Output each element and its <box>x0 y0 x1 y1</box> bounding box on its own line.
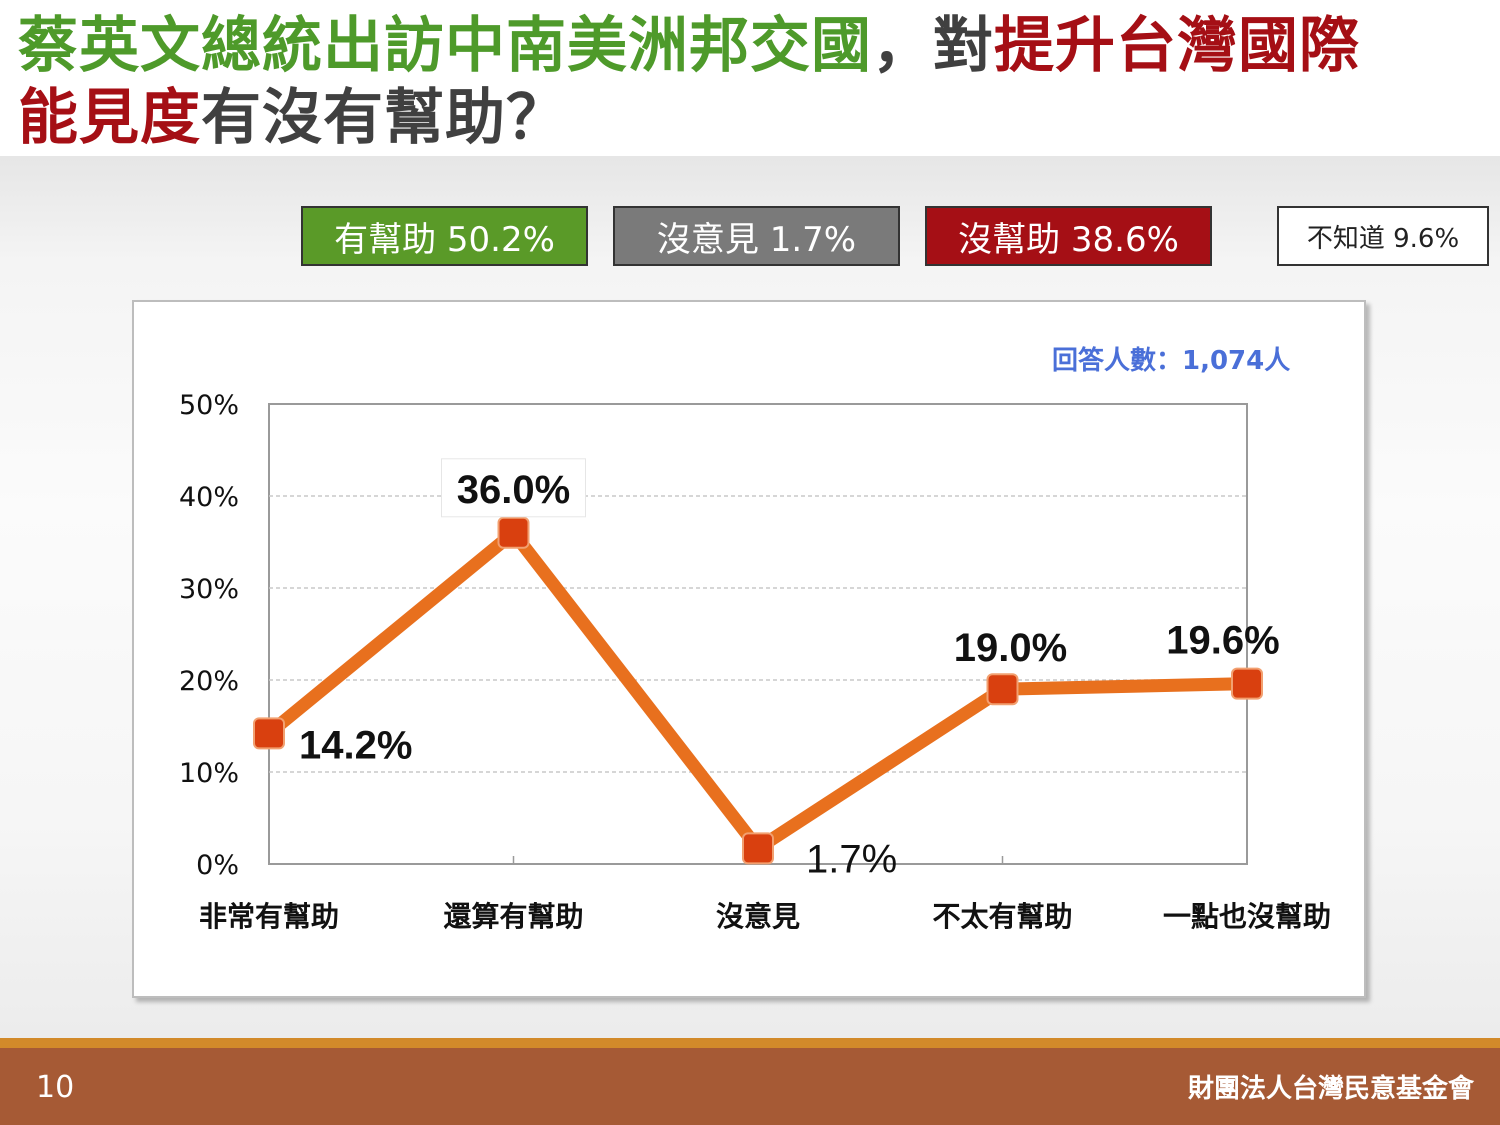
x-category-label: 非常有幫助 <box>199 900 339 933</box>
data-label: 14.2% <box>299 723 412 767</box>
page-number: 10 <box>36 1070 75 1105</box>
summary-not-helpful-box: 沒幫助 38.6% <box>925 206 1212 266</box>
title-part-5: 有沒有幫助？ <box>201 83 567 153</box>
data-point-marker <box>253 717 285 750</box>
data-label-background <box>441 458 586 518</box>
summary-dont-know-box: 不知道 9.6% <box>1277 206 1489 266</box>
title-part-2: ，對 <box>872 11 994 81</box>
data-label: 19.6% <box>1166 619 1279 663</box>
organization-name: 財團法人台灣民意基金會 <box>1187 1074 1474 1104</box>
title-part-4: 能見度 <box>18 83 201 153</box>
plot-area-frame <box>268 403 1248 865</box>
data-point-marker <box>742 832 774 865</box>
footer-accent-line <box>0 1038 1500 1048</box>
respondent-count: 回答人數：1,074人 <box>1052 346 1291 376</box>
y-tick-label: 0% <box>196 850 239 881</box>
data-point-marker <box>986 673 1019 706</box>
summary-no-opinion-box: 沒意見 1.7% <box>613 206 900 266</box>
title-part-1: 蔡英文總統出訪中南美洲邦交國 <box>18 11 872 81</box>
title-part-3: 提升台灣國際 <box>994 11 1360 81</box>
x-category-label: 一點也沒幫助 <box>1163 900 1331 933</box>
summary-helpful-box: 有幫助 50.2% <box>301 206 588 266</box>
slide-title: 蔡英文總統出訪中南美洲邦交國，對提升台灣國際能見度有沒有幫助？ <box>18 10 1488 154</box>
data-label: 19.0% <box>954 626 1067 670</box>
series-line <box>262 526 1254 855</box>
y-tick-label: 30% <box>179 574 239 605</box>
y-tick-label: 50% <box>179 390 239 421</box>
data-label: 36.0% <box>457 468 570 512</box>
data-point-marker <box>497 516 530 549</box>
y-tick-label: 40% <box>179 482 239 513</box>
y-tick-label: 10% <box>179 758 239 789</box>
data-label: 1.7% <box>806 837 897 881</box>
chart-panel <box>132 300 1366 998</box>
y-tick-label: 20% <box>179 666 239 697</box>
x-category-label: 沒意見 <box>716 900 800 933</box>
footer-bar <box>0 1048 1500 1125</box>
x-category-label: 還算有幫助 <box>443 900 583 933</box>
x-category-label: 不太有幫助 <box>932 900 1072 933</box>
data-point-marker <box>1231 667 1263 700</box>
